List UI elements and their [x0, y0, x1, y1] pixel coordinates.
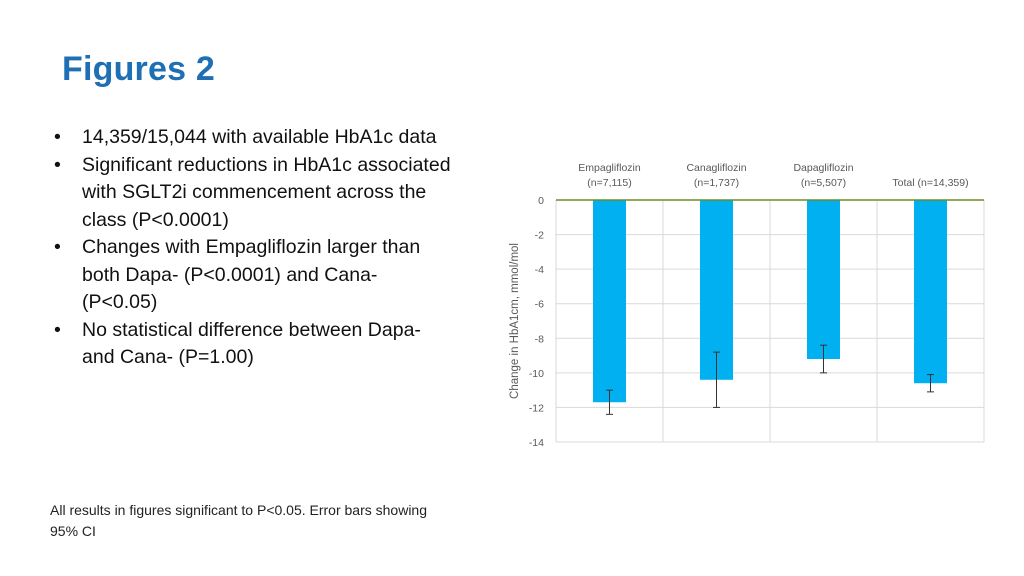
y-tick-label: -14: [529, 437, 544, 449]
category-label: (n=7,115): [587, 177, 631, 189]
bar: [914, 200, 947, 384]
y-tick-label: -12: [529, 402, 544, 414]
slide-title: Figures 2: [62, 50, 215, 88]
bullet-item: Changes with Empagliflozin larger than b…: [48, 234, 458, 317]
category-label: Empagliflozin: [578, 162, 641, 174]
bullet-item: Significant reductions in HbA1c associat…: [48, 152, 458, 235]
y-tick-label: -6: [535, 299, 544, 311]
category-label: (n=1,737): [694, 177, 739, 189]
y-tick-label: -4: [535, 264, 544, 276]
category-label: Dapagliflozin: [793, 162, 853, 174]
y-axis-title: Change in HbA1cm, mmol/mol: [509, 243, 521, 399]
hba1c-bar-chart: 0 -2 -4 -6 -8 -10 -12 -14 Change in HbA1cm, mmol…: [509, 162, 985, 449]
y-tick-label: 0: [538, 195, 544, 207]
bar: [807, 200, 840, 360]
bullet-item: No statistical difference between Dapa- …: [48, 317, 458, 372]
bullet-list: 14,359/15,044 with available HbA1c data …: [48, 124, 458, 372]
y-tick-label: -8: [535, 333, 544, 345]
category-label: Total (n=14,359): [892, 177, 968, 189]
y-tick-label: -2: [535, 230, 544, 242]
bar: [593, 200, 626, 403]
footnote: All results in figures significant to P<…: [50, 502, 428, 539]
y-tick-label: -10: [529, 368, 544, 380]
bullet-item: 14,359/15,044 with available HbA1c data: [48, 124, 458, 152]
category-label: (n=5,507): [801, 177, 846, 189]
bar: [700, 200, 733, 380]
category-label: Canagliflozin: [686, 162, 746, 174]
